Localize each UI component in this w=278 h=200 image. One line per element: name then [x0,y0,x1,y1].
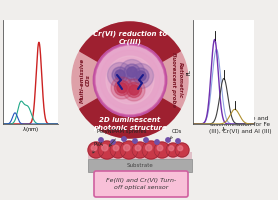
Circle shape [124,145,130,151]
X-axis label: $\lambda$(nm): $\lambda$(nm) [22,125,39,134]
Circle shape [72,22,188,138]
FancyBboxPatch shape [88,159,192,172]
Circle shape [115,70,125,80]
Circle shape [108,62,133,88]
Text: Multi-response and
discrimination for Fe
(III), Cr(VI) and Al (III): Multi-response and discrimination for Fe… [209,116,271,134]
Circle shape [88,142,104,158]
Circle shape [132,142,148,158]
Text: Fe(III) and Cr(VI) Turn-
off optical sensor: Fe(III) and Cr(VI) Turn- off optical sen… [106,178,176,190]
Circle shape [95,45,165,115]
Circle shape [112,67,128,83]
Circle shape [157,145,163,151]
Circle shape [122,137,126,141]
Y-axis label: FL: FL [187,69,192,75]
Circle shape [115,80,130,96]
FancyBboxPatch shape [88,152,192,159]
Circle shape [176,139,180,143]
Circle shape [126,82,142,98]
Circle shape [146,145,152,151]
Wedge shape [80,80,180,138]
Circle shape [123,79,145,101]
Circle shape [144,138,148,142]
FancyBboxPatch shape [94,171,188,197]
Circle shape [129,85,139,95]
Circle shape [120,141,138,159]
Circle shape [166,138,170,142]
Circle shape [142,141,160,159]
Text: Cr(VI) reduction to
Cr(III): Cr(VI) reduction to Cr(III) [93,31,167,45]
Circle shape [94,44,166,116]
Circle shape [110,142,126,158]
Circle shape [136,71,146,81]
Circle shape [135,145,141,151]
Circle shape [98,141,116,159]
Wedge shape [80,22,180,80]
Text: Ratiometric
fluorescent probe: Ratiometric fluorescent probe [172,52,183,108]
Circle shape [99,138,103,142]
Text: CDs: CDs [170,129,182,139]
Circle shape [133,68,149,84]
Circle shape [175,143,189,157]
Circle shape [178,146,183,151]
Circle shape [154,142,170,158]
Circle shape [120,60,145,84]
Text: Multi-emissive
CDs: Multi-emissive CDs [80,57,91,103]
Text: 2D luminescent
photonic structure: 2D luminescent photonic structure [93,117,167,131]
Circle shape [166,143,180,157]
Circle shape [111,77,133,99]
Circle shape [106,56,154,104]
Circle shape [124,64,140,80]
Circle shape [155,140,159,144]
Circle shape [117,83,127,93]
Circle shape [91,145,97,151]
Circle shape [113,145,119,151]
Circle shape [169,146,174,151]
Circle shape [133,139,137,143]
Text: PolyNIPAM spheres: PolyNIPAM spheres [97,129,147,146]
Circle shape [127,67,137,77]
Circle shape [101,145,108,151]
Text: PVA: PVA [93,142,103,153]
Y-axis label: FL: FL [0,69,1,75]
Text: Substrate: Substrate [126,163,153,168]
Circle shape [111,140,115,144]
X-axis label: $\lambda$: $\lambda$ [221,125,226,133]
Circle shape [128,64,153,88]
Circle shape [100,50,160,110]
